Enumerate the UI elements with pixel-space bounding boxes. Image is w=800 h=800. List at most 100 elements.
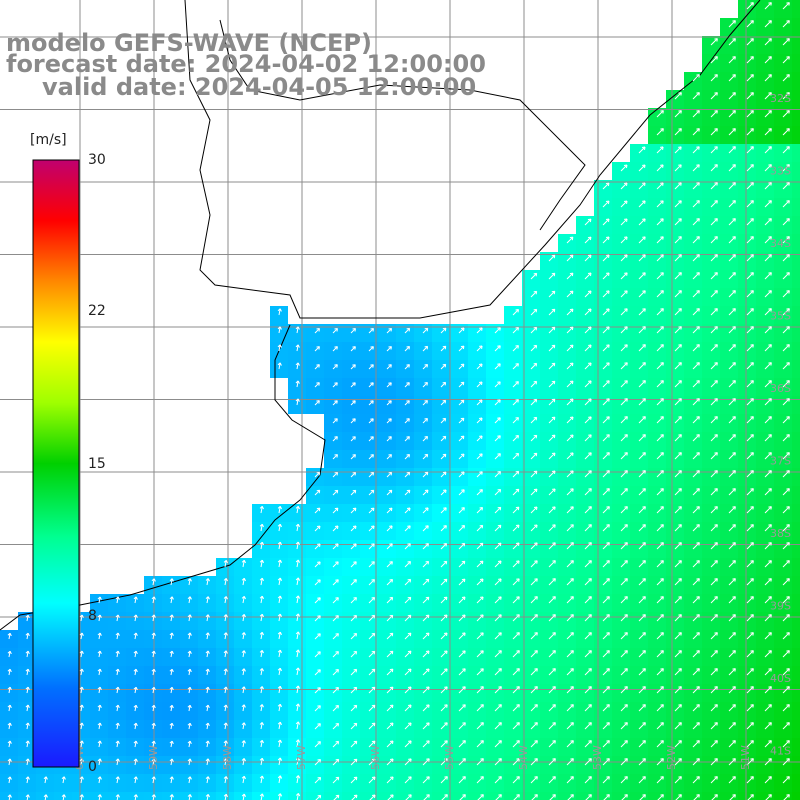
wind-arrow [26,704,29,712]
wind-arrow [260,686,263,694]
wind-arrow [386,382,392,388]
wind-arrow [422,740,430,748]
wind-arrow [656,218,664,226]
wind-cell [792,576,800,594]
wind-arrow [512,542,520,550]
wind-arrowhead [97,632,101,636]
wind-arrow [656,164,664,172]
wind-arrowhead [277,541,281,545]
wind-arrow [332,525,339,532]
wind-arrow [476,399,483,406]
wind-arrow [386,722,394,730]
wind-arrow [368,525,375,532]
wind-arrow [710,632,718,640]
wind-arrow [134,650,137,658]
wind-arrow [764,650,772,658]
wind-arrow [638,704,646,712]
wind-arrowhead [241,722,245,726]
wind-arrow [26,615,29,622]
wind-arrow [332,346,338,352]
wind-arrowhead [277,595,281,599]
wind-arrowhead [187,614,191,618]
wind-arrowhead [151,758,155,762]
wind-arrow [566,236,574,244]
wind-arrow [368,346,374,352]
wind-cell [558,792,576,800]
wind-arrow [332,741,339,748]
wind-arrow [620,308,628,316]
wind-arrow [188,740,191,748]
wind-arrow [350,507,357,514]
wind-arrowhead [7,668,11,672]
wind-arrow [512,524,520,532]
wind-cell [252,792,270,800]
wind-arrow [638,416,646,424]
wind-arrow [782,254,790,262]
wind-arrowhead [151,614,155,618]
wind-arrow [620,542,628,550]
wind-arrow [368,561,375,568]
wind-arrow [764,362,772,370]
wind-arrowhead [151,704,155,708]
wind-arrowhead [133,686,137,690]
wind-arrowhead [187,722,191,726]
wind-arrow [782,308,790,316]
wind-arrowhead [259,704,263,707]
wind-arrow [584,524,592,532]
wind-arrow [206,740,209,748]
wind-arrowhead [277,667,281,671]
wind-arrowhead [259,739,263,743]
wind-arrow [350,489,357,496]
wind-arrowhead [259,523,263,527]
wind-arrow [170,669,173,676]
wind-arrow [26,651,29,658]
wind-arrowhead [223,632,227,636]
wind-arrowhead [259,793,263,797]
wind-arrow [440,525,447,532]
wind-arrow [746,776,754,784]
wind-arrowhead [277,721,281,725]
wind-arrow [422,632,430,640]
wind-arrow [692,326,700,334]
wind-arrow [548,650,556,658]
wind-arrowhead [187,686,191,690]
wind-arrow [296,757,299,766]
wind-arrow [368,418,374,424]
wind-arrow [728,776,736,784]
wind-arrow [584,290,592,298]
wind-arrow [476,453,483,460]
wind-arrow [512,704,520,712]
wind-arrow [728,416,736,424]
wind-arrow [278,631,281,640]
wind-arrowhead [115,686,119,690]
wind-arrowhead [151,650,155,654]
wind-arrowhead [277,326,281,330]
wind-arrow [368,668,376,676]
wind-arrow [494,542,502,550]
wind-arrow [494,363,501,370]
wind-arrow [458,489,465,496]
wind-arrow [170,741,173,748]
wind-arrow [98,614,101,622]
wind-arrow [782,614,790,622]
wind-arrows [7,2,790,800]
wind-arrow [566,614,574,622]
wind-arrow [728,146,736,154]
wind-arrowhead [151,596,155,600]
wind-arrow [674,344,682,352]
wind-arrow [782,182,790,190]
wind-arrowhead [169,722,173,726]
wind-arrowhead [7,794,11,798]
wind-arrow [116,758,119,766]
wind-arrow [80,776,83,784]
wind-arrow [782,38,790,46]
wind-arrowhead [277,685,281,689]
wind-arrowhead [115,668,119,672]
wind-arrowhead [151,794,155,797]
wind-arrowhead [259,631,263,635]
wind-arrowhead [295,739,299,743]
wind-arrow [638,308,646,316]
wind-arrow [512,650,520,658]
wind-arrow [512,560,520,568]
wind-arrow [458,507,465,514]
